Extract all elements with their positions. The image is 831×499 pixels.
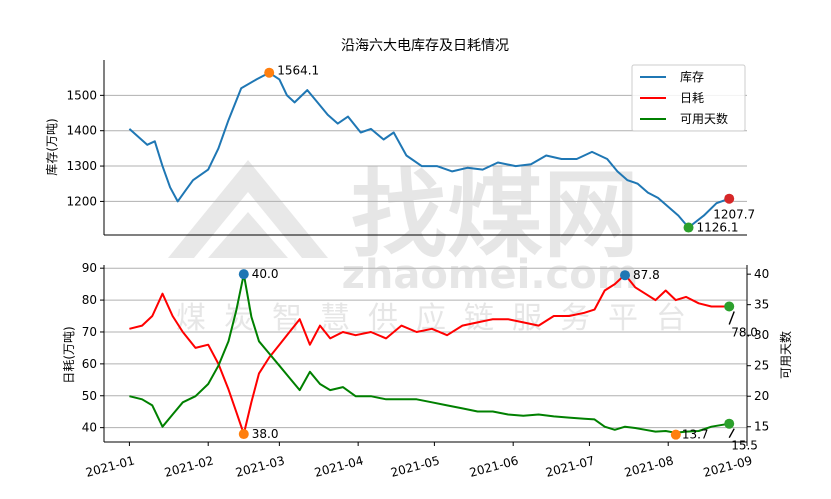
legend-box [631, 64, 746, 132]
bottom-left-ticks: 40 50 60 70 80 90 [82, 261, 104, 435]
bottom-x-ticks: 2021-01 2021-02 2021-03 2021-04 2021-05 2021-… [84, 442, 754, 480]
bottom-right-tick-label: 15 [754, 420, 769, 434]
annotation-marker [724, 418, 735, 429]
annotation-label: 1564.1 [277, 64, 319, 78]
annotation-label: 1126.1 [697, 221, 739, 235]
annotation-marker [620, 270, 631, 281]
x-tick-label: 2021-04 [313, 453, 365, 480]
series-line-daily [129, 273, 730, 435]
top-y-tick-label: 1200 [66, 194, 97, 208]
x-tick-label: 2021-07 [544, 453, 596, 480]
bottom-right-tick-label: 40 [754, 267, 769, 281]
x-tick-label: 2021-06 [468, 453, 520, 480]
annotation-label: 87.8 [633, 268, 660, 282]
series-line-days [129, 273, 730, 434]
annotation-label: 38.0 [252, 427, 279, 441]
top-y-tick-label: 1400 [66, 124, 97, 138]
legend-label-stock: 库存 [680, 69, 704, 84]
bottom-y-label: 日耗(万吨) [62, 326, 76, 383]
annotation-marker [670, 429, 681, 440]
annotation-label: 1207.7 [713, 208, 755, 222]
bottom-y-tick-label: 80 [82, 293, 97, 307]
legend-label-daily: 日耗 [680, 91, 704, 105]
bottom-y-tick-label: 50 [82, 389, 97, 403]
series-line-stock [128, 71, 730, 229]
bottom-y-tick-label: 40 [82, 421, 97, 435]
bottom-right-tick-label: 20 [754, 389, 769, 403]
annotation-marker [724, 301, 735, 312]
watermark: 找煤网 zhaomei.com 煤炭智慧供应链服务平台 [168, 159, 704, 336]
bottom-y-tick-label: 90 [82, 261, 97, 275]
annotation-arrow [728, 428, 735, 439]
annotation-label: 15.5 [731, 439, 758, 453]
x-tick-label: 2021-05 [389, 453, 441, 480]
legend-label-days: 可用天数 [680, 111, 728, 126]
watermark-domain: zhaomei.com [342, 252, 639, 298]
annotation-marker [724, 193, 735, 204]
bottom-right-tick-label: 25 [754, 359, 769, 373]
top-y-ticks: 1200 1300 1400 1500 [66, 88, 104, 208]
bottom-series [129, 273, 730, 435]
top-y-tick-label: 1500 [66, 88, 97, 102]
annotation-label: 13.7 [682, 428, 709, 442]
bottom-annotations: 40.0 38.0 87.8 13.7 78.0 15.5 [238, 267, 758, 453]
x-tick-label: 2021-02 [163, 453, 215, 480]
x-tick-label: 2021-09 [702, 453, 754, 480]
x-tick-label: 2021-03 [234, 453, 286, 480]
bottom-y-tick-label: 60 [82, 357, 97, 371]
watermark-brand: 找煤网 [351, 159, 639, 271]
top-y-label: 库存(万吨) [44, 118, 59, 175]
bottom-right-tick-label: 35 [754, 298, 769, 312]
bottom-grid [104, 267, 747, 429]
bottom-right-ticks: 15 20 25 30 35 40 [747, 267, 769, 434]
watermark-slogan: 煤炭智慧供应链服务平台 [176, 301, 704, 336]
top-panel: 1200 1300 1400 1500 库存(万吨) 1564.1 1126.11207… [44, 60, 755, 236]
x-tick-label: 2021-01 [84, 453, 136, 480]
watermark-logo-icon [168, 160, 328, 258]
bottom-right-tick-label: 30 [754, 328, 769, 342]
x-tick-label: 2021-08 [623, 453, 675, 480]
annotation-arrow [728, 311, 735, 325]
bottom-y-tick-label: 70 [82, 325, 97, 339]
annotation-marker [238, 429, 249, 440]
legend: 库存 日耗 可用天数 [631, 64, 746, 132]
top-y-tick-label: 1300 [66, 159, 97, 173]
annotation-marker [264, 67, 275, 78]
bottom-y-label-right: 可用天数 [778, 331, 793, 379]
annotation-marker [238, 269, 249, 280]
top-series [128, 71, 730, 229]
annotation-marker [683, 222, 694, 233]
annotation-label: 40.0 [252, 267, 279, 281]
annotation-label: 78.0 [731, 325, 758, 339]
chart-title: 沿海六大电库存及日耗情况 [341, 38, 509, 54]
